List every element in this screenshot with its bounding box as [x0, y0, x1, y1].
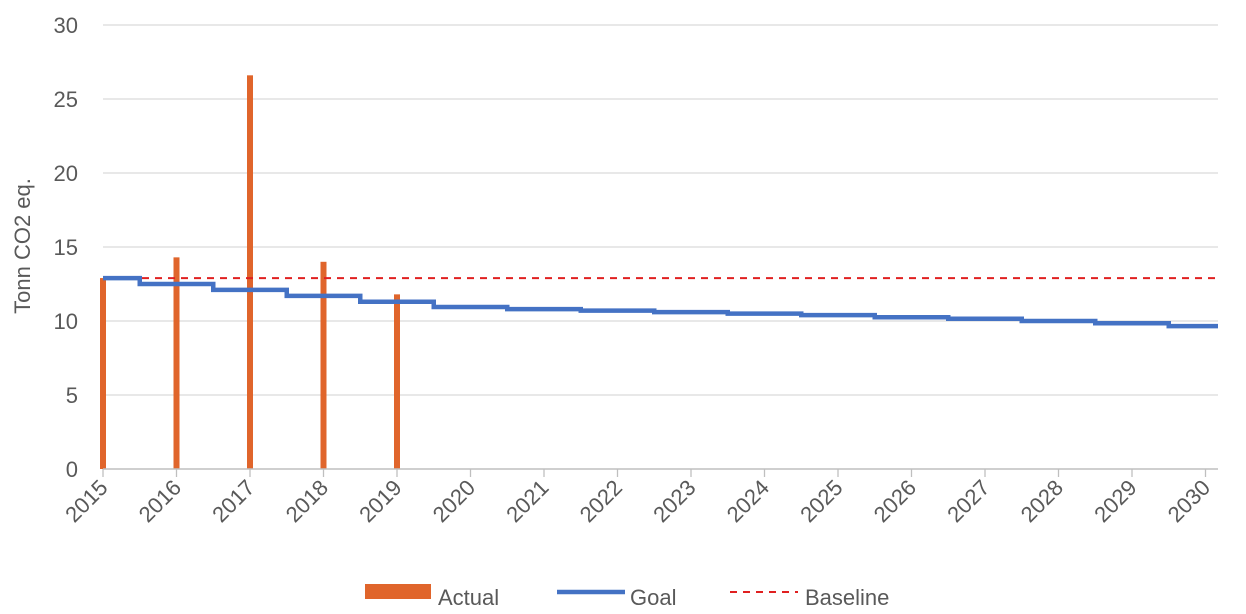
y-tick-label: 25: [54, 87, 78, 112]
x-tick-label: 2017: [207, 475, 259, 527]
y-tick-label: 30: [54, 13, 78, 38]
x-tick-label: 2028: [1016, 475, 1068, 527]
y-tick-label: 5: [66, 383, 78, 408]
actual-bar: [173, 257, 180, 469]
x-tick-label: 2021: [501, 475, 553, 527]
gridlines: [103, 24, 1218, 396]
x-axis-ticks: 2015 2016 2017 2018 2019 2020 2021 2022 2023 2024…: [60, 469, 1215, 527]
x-tick-label: 2019: [354, 475, 406, 527]
legend-swatch-actual: [365, 584, 431, 599]
y-axis-title: Tonn CO2 eq.: [10, 178, 35, 314]
x-tick-label: 2024: [722, 475, 774, 527]
x-tick-label: 2022: [575, 475, 627, 527]
legend-label-actual: Actual: [438, 585, 499, 610]
goal-series: [103, 275, 1218, 329]
x-tick-label: 2023: [648, 475, 700, 527]
x-tick-label: 2029: [1089, 475, 1141, 527]
legend-label-baseline: Baseline: [805, 585, 889, 610]
actual-bar: [247, 75, 253, 469]
y-tick-label: 15: [54, 235, 78, 260]
actual-bar: [394, 294, 400, 469]
legend: Actual Goal Baseline: [365, 584, 889, 610]
y-axis-ticks: 0 5 10 15 20 25 30: [54, 13, 78, 482]
y-tick-label: 20: [54, 161, 78, 186]
x-tick-label: 2015: [60, 475, 112, 527]
legend-label-goal: Goal: [630, 585, 676, 610]
goal-line: [103, 275, 1218, 329]
actual-bar: [320, 261, 327, 469]
x-tick-label: 2025: [795, 475, 847, 527]
x-tick-label: 2026: [869, 475, 921, 527]
x-tick-label: 2027: [942, 475, 994, 527]
actual-bar: [100, 278, 106, 469]
y-tick-label: 10: [54, 309, 78, 334]
x-tick-label: 2016: [134, 475, 186, 527]
x-tick-label: 2018: [281, 475, 333, 527]
y-tick-label: 0: [66, 457, 78, 482]
x-tick-label: 2020: [428, 475, 480, 527]
x-tick-label: 2030: [1163, 475, 1215, 527]
actual-bars: [100, 75, 400, 469]
